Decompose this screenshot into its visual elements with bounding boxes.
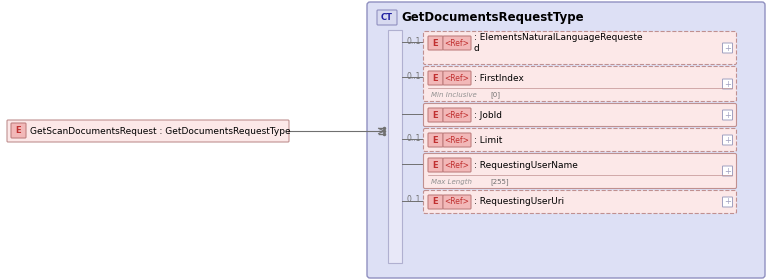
Text: +: + bbox=[724, 136, 731, 144]
FancyBboxPatch shape bbox=[443, 195, 471, 209]
Text: GetDocumentsRequestType: GetDocumentsRequestType bbox=[401, 11, 584, 24]
Text: E: E bbox=[433, 136, 438, 144]
Text: +: + bbox=[724, 80, 731, 88]
Text: 0..1: 0..1 bbox=[407, 36, 421, 46]
Text: <Ref>: <Ref> bbox=[444, 74, 470, 83]
FancyBboxPatch shape bbox=[424, 104, 736, 127]
FancyBboxPatch shape bbox=[428, 71, 443, 85]
Text: : ElementsNaturalLanguageRequeste
d: : ElementsNaturalLanguageRequeste d bbox=[474, 33, 643, 53]
FancyBboxPatch shape bbox=[443, 71, 471, 85]
FancyBboxPatch shape bbox=[722, 166, 732, 176]
FancyBboxPatch shape bbox=[424, 153, 736, 188]
Text: : RequestingUserName: : RequestingUserName bbox=[474, 160, 578, 169]
Text: +: + bbox=[724, 197, 731, 207]
FancyBboxPatch shape bbox=[428, 133, 443, 147]
Text: : JobId: : JobId bbox=[474, 111, 502, 120]
Text: 0..1: 0..1 bbox=[407, 71, 421, 81]
Text: [0]: [0] bbox=[490, 92, 500, 98]
Text: <Ref>: <Ref> bbox=[444, 197, 470, 207]
Text: : RequestingUserUri: : RequestingUserUri bbox=[474, 197, 564, 207]
Text: : FirstIndex: : FirstIndex bbox=[474, 74, 524, 83]
Text: +: + bbox=[724, 111, 731, 120]
FancyBboxPatch shape bbox=[424, 67, 736, 102]
FancyBboxPatch shape bbox=[428, 195, 443, 209]
FancyBboxPatch shape bbox=[377, 10, 397, 25]
FancyBboxPatch shape bbox=[424, 32, 736, 64]
FancyBboxPatch shape bbox=[428, 108, 443, 122]
FancyBboxPatch shape bbox=[443, 108, 471, 122]
FancyBboxPatch shape bbox=[428, 36, 443, 50]
Text: GetScanDocumentsRequest : GetDocumentsRequestType: GetScanDocumentsRequest : GetDocumentsRe… bbox=[30, 127, 290, 136]
Bar bbox=[388, 30, 402, 263]
Text: E: E bbox=[15, 126, 22, 135]
Text: +: + bbox=[724, 43, 731, 53]
FancyBboxPatch shape bbox=[722, 79, 732, 89]
FancyBboxPatch shape bbox=[722, 135, 732, 145]
Text: [255]: [255] bbox=[490, 179, 509, 185]
Text: +: + bbox=[724, 167, 731, 176]
Text: Min Inclusive: Min Inclusive bbox=[431, 92, 477, 98]
Text: <Ref>: <Ref> bbox=[444, 160, 470, 169]
Text: Max Length: Max Length bbox=[431, 179, 472, 185]
Text: <Ref>: <Ref> bbox=[444, 136, 470, 144]
FancyBboxPatch shape bbox=[722, 197, 732, 207]
Text: CT: CT bbox=[381, 13, 393, 22]
FancyBboxPatch shape bbox=[722, 43, 732, 53]
FancyBboxPatch shape bbox=[722, 110, 732, 120]
FancyBboxPatch shape bbox=[443, 133, 471, 147]
FancyBboxPatch shape bbox=[367, 2, 765, 278]
Text: E: E bbox=[433, 197, 438, 207]
Text: : Limit: : Limit bbox=[474, 136, 502, 144]
FancyBboxPatch shape bbox=[424, 129, 736, 151]
FancyBboxPatch shape bbox=[424, 190, 736, 213]
FancyBboxPatch shape bbox=[7, 120, 289, 142]
Text: E: E bbox=[433, 39, 438, 48]
FancyBboxPatch shape bbox=[443, 36, 471, 50]
Text: <Ref>: <Ref> bbox=[444, 111, 470, 120]
Text: E: E bbox=[433, 160, 438, 169]
Text: E: E bbox=[433, 111, 438, 120]
Text: E: E bbox=[433, 74, 438, 83]
FancyBboxPatch shape bbox=[11, 123, 26, 138]
FancyBboxPatch shape bbox=[443, 158, 471, 172]
Text: <Ref>: <Ref> bbox=[444, 39, 470, 48]
FancyBboxPatch shape bbox=[428, 158, 443, 172]
Text: 0..1: 0..1 bbox=[407, 195, 421, 204]
Text: 0..1: 0..1 bbox=[407, 134, 421, 143]
